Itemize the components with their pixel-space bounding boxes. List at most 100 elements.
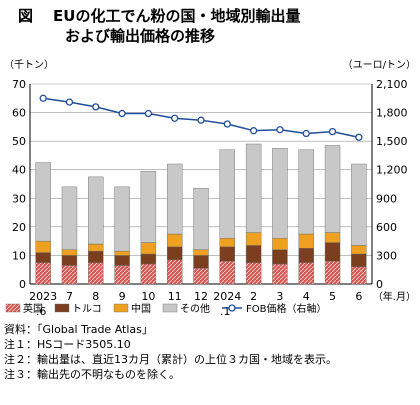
- y-right-tick-label: 1,200: [376, 164, 408, 177]
- y-right-tick-label: 300: [376, 249, 397, 262]
- y-right-tick-label: 1,800: [376, 107, 408, 120]
- note-2: 注２：輸出量は、直近13カ月（累計）の上位３カ国・地域を表示。: [4, 353, 337, 366]
- x-tick-label: 9: [119, 290, 126, 303]
- bar-segment: [61, 249, 78, 256]
- x-tick-label: 5: [329, 290, 336, 303]
- bar-segment: [298, 233, 314, 249]
- bar-segment: [114, 250, 130, 256]
- y-right-tick-label: 2,100: [376, 78, 408, 91]
- x-tick-label: 3: [276, 290, 283, 303]
- fob-price-point: [118, 109, 126, 118]
- y-left-tick-label: 10: [12, 249, 26, 262]
- bar-segment: [88, 176, 104, 245]
- bar-segment: [245, 143, 262, 233]
- bar-segment: [298, 262, 314, 285]
- bar-segment: [272, 148, 288, 239]
- bar-segment: [61, 186, 78, 250]
- legend-label: 中国: [131, 302, 151, 315]
- fob-price-point: [276, 126, 284, 134]
- figure-title: 図 EUの化工でん粉の国・地域別輸出量 および輸出価格の推移: [18, 6, 300, 45]
- y-right-tick-label: 600: [376, 221, 397, 234]
- bar-segment: [114, 186, 130, 252]
- title-line-2: および輸出価格の推移: [65, 27, 216, 45]
- bar-segment: [140, 170, 157, 243]
- bar-segment: [298, 248, 314, 263]
- bar-segment: [35, 162, 51, 242]
- bar-segment: [193, 268, 209, 285]
- y-right-tick-label: 0: [376, 278, 383, 291]
- x-tick-label: 2023: [29, 290, 57, 303]
- y-right-axis-label: （ユーロ/トン）: [343, 59, 416, 71]
- bar-segment: [166, 259, 183, 285]
- x-tick-label: 11: [168, 290, 182, 303]
- bar-segment: [35, 252, 51, 263]
- bar-segment: [351, 266, 367, 285]
- legend-line-marker: [228, 304, 236, 312]
- legend-swatch: [113, 303, 129, 313]
- bar-segment: [35, 240, 51, 253]
- bar-segment: [61, 255, 78, 266]
- bar-segment: [298, 149, 314, 235]
- bar-segment: [61, 265, 78, 285]
- x-tick-label: 2024: [213, 290, 241, 303]
- x-tick-label: 7: [66, 290, 73, 303]
- y-left-tick-label: 20: [12, 221, 26, 234]
- bar-segment: [245, 245, 262, 263]
- bar-segment: [351, 253, 367, 268]
- bar-segment: [193, 255, 209, 269]
- bar-segment: [272, 249, 288, 265]
- bar-segment: [219, 238, 236, 248]
- legend-swatch: [54, 303, 70, 313]
- bar-segment: [166, 233, 183, 248]
- bar-segment: [324, 260, 341, 285]
- fob-price-point: [355, 133, 363, 141]
- y-right-tick-label: 900: [376, 192, 397, 205]
- bar-segment: [193, 249, 209, 256]
- y-left-axis-label: （千トン）: [4, 59, 54, 71]
- bar-segment: [140, 263, 157, 285]
- bar-segment: [272, 238, 288, 250]
- bar-segment: [219, 149, 236, 239]
- x-axis-unit: （年.月）: [373, 290, 416, 303]
- bar-segment: [140, 253, 157, 265]
- bar-segment: [193, 188, 209, 250]
- x-tick-label: 2: [250, 290, 257, 303]
- x-tick-label: 8: [92, 290, 99, 303]
- bar-segment: [351, 245, 367, 255]
- legend-label: 英国: [23, 302, 43, 315]
- bar-segment: [88, 250, 104, 263]
- bar-segment: [324, 232, 341, 243]
- x-tick-sublabel: .1: [220, 305, 231, 318]
- bar-segment: [245, 262, 262, 285]
- fob-price-point: [302, 129, 310, 138]
- fob-price-point: [39, 94, 47, 102]
- bar-segment: [114, 255, 130, 266]
- bar-segment: [219, 246, 236, 262]
- fob-price-point: [249, 127, 258, 135]
- legend-label: FOB価格（右軸）: [246, 302, 326, 315]
- bar-segment: [219, 260, 236, 285]
- bar-segment: [88, 262, 104, 285]
- legend-label: その他: [180, 302, 210, 315]
- bar-segment: [351, 163, 367, 246]
- legend-swatch: [5, 303, 21, 313]
- fob-price-point: [144, 109, 153, 118]
- figure-label: 図: [18, 7, 34, 25]
- y-left-tick-label: 70: [12, 78, 26, 91]
- bar-segment: [272, 263, 288, 285]
- fob-price-point: [92, 103, 100, 111]
- y-left-tick-label: 0: [19, 278, 26, 291]
- bar-segment: [88, 243, 104, 252]
- note-3: 注３：輸出先の不明なものを除く。: [4, 368, 180, 381]
- bar-segment: [166, 163, 183, 235]
- bar-segment: [140, 242, 157, 255]
- fob-price-point: [328, 127, 337, 136]
- legend-label: トルコ: [72, 304, 102, 315]
- bar-segment: [166, 246, 183, 260]
- note-1: 注１：HSコード3505.10: [4, 338, 131, 351]
- x-tick-label: 10: [141, 290, 155, 303]
- bar-segment: [245, 232, 262, 246]
- y-left-tick-label: 40: [12, 164, 26, 177]
- bar-segment: [324, 242, 341, 262]
- bar-segment: [35, 262, 51, 285]
